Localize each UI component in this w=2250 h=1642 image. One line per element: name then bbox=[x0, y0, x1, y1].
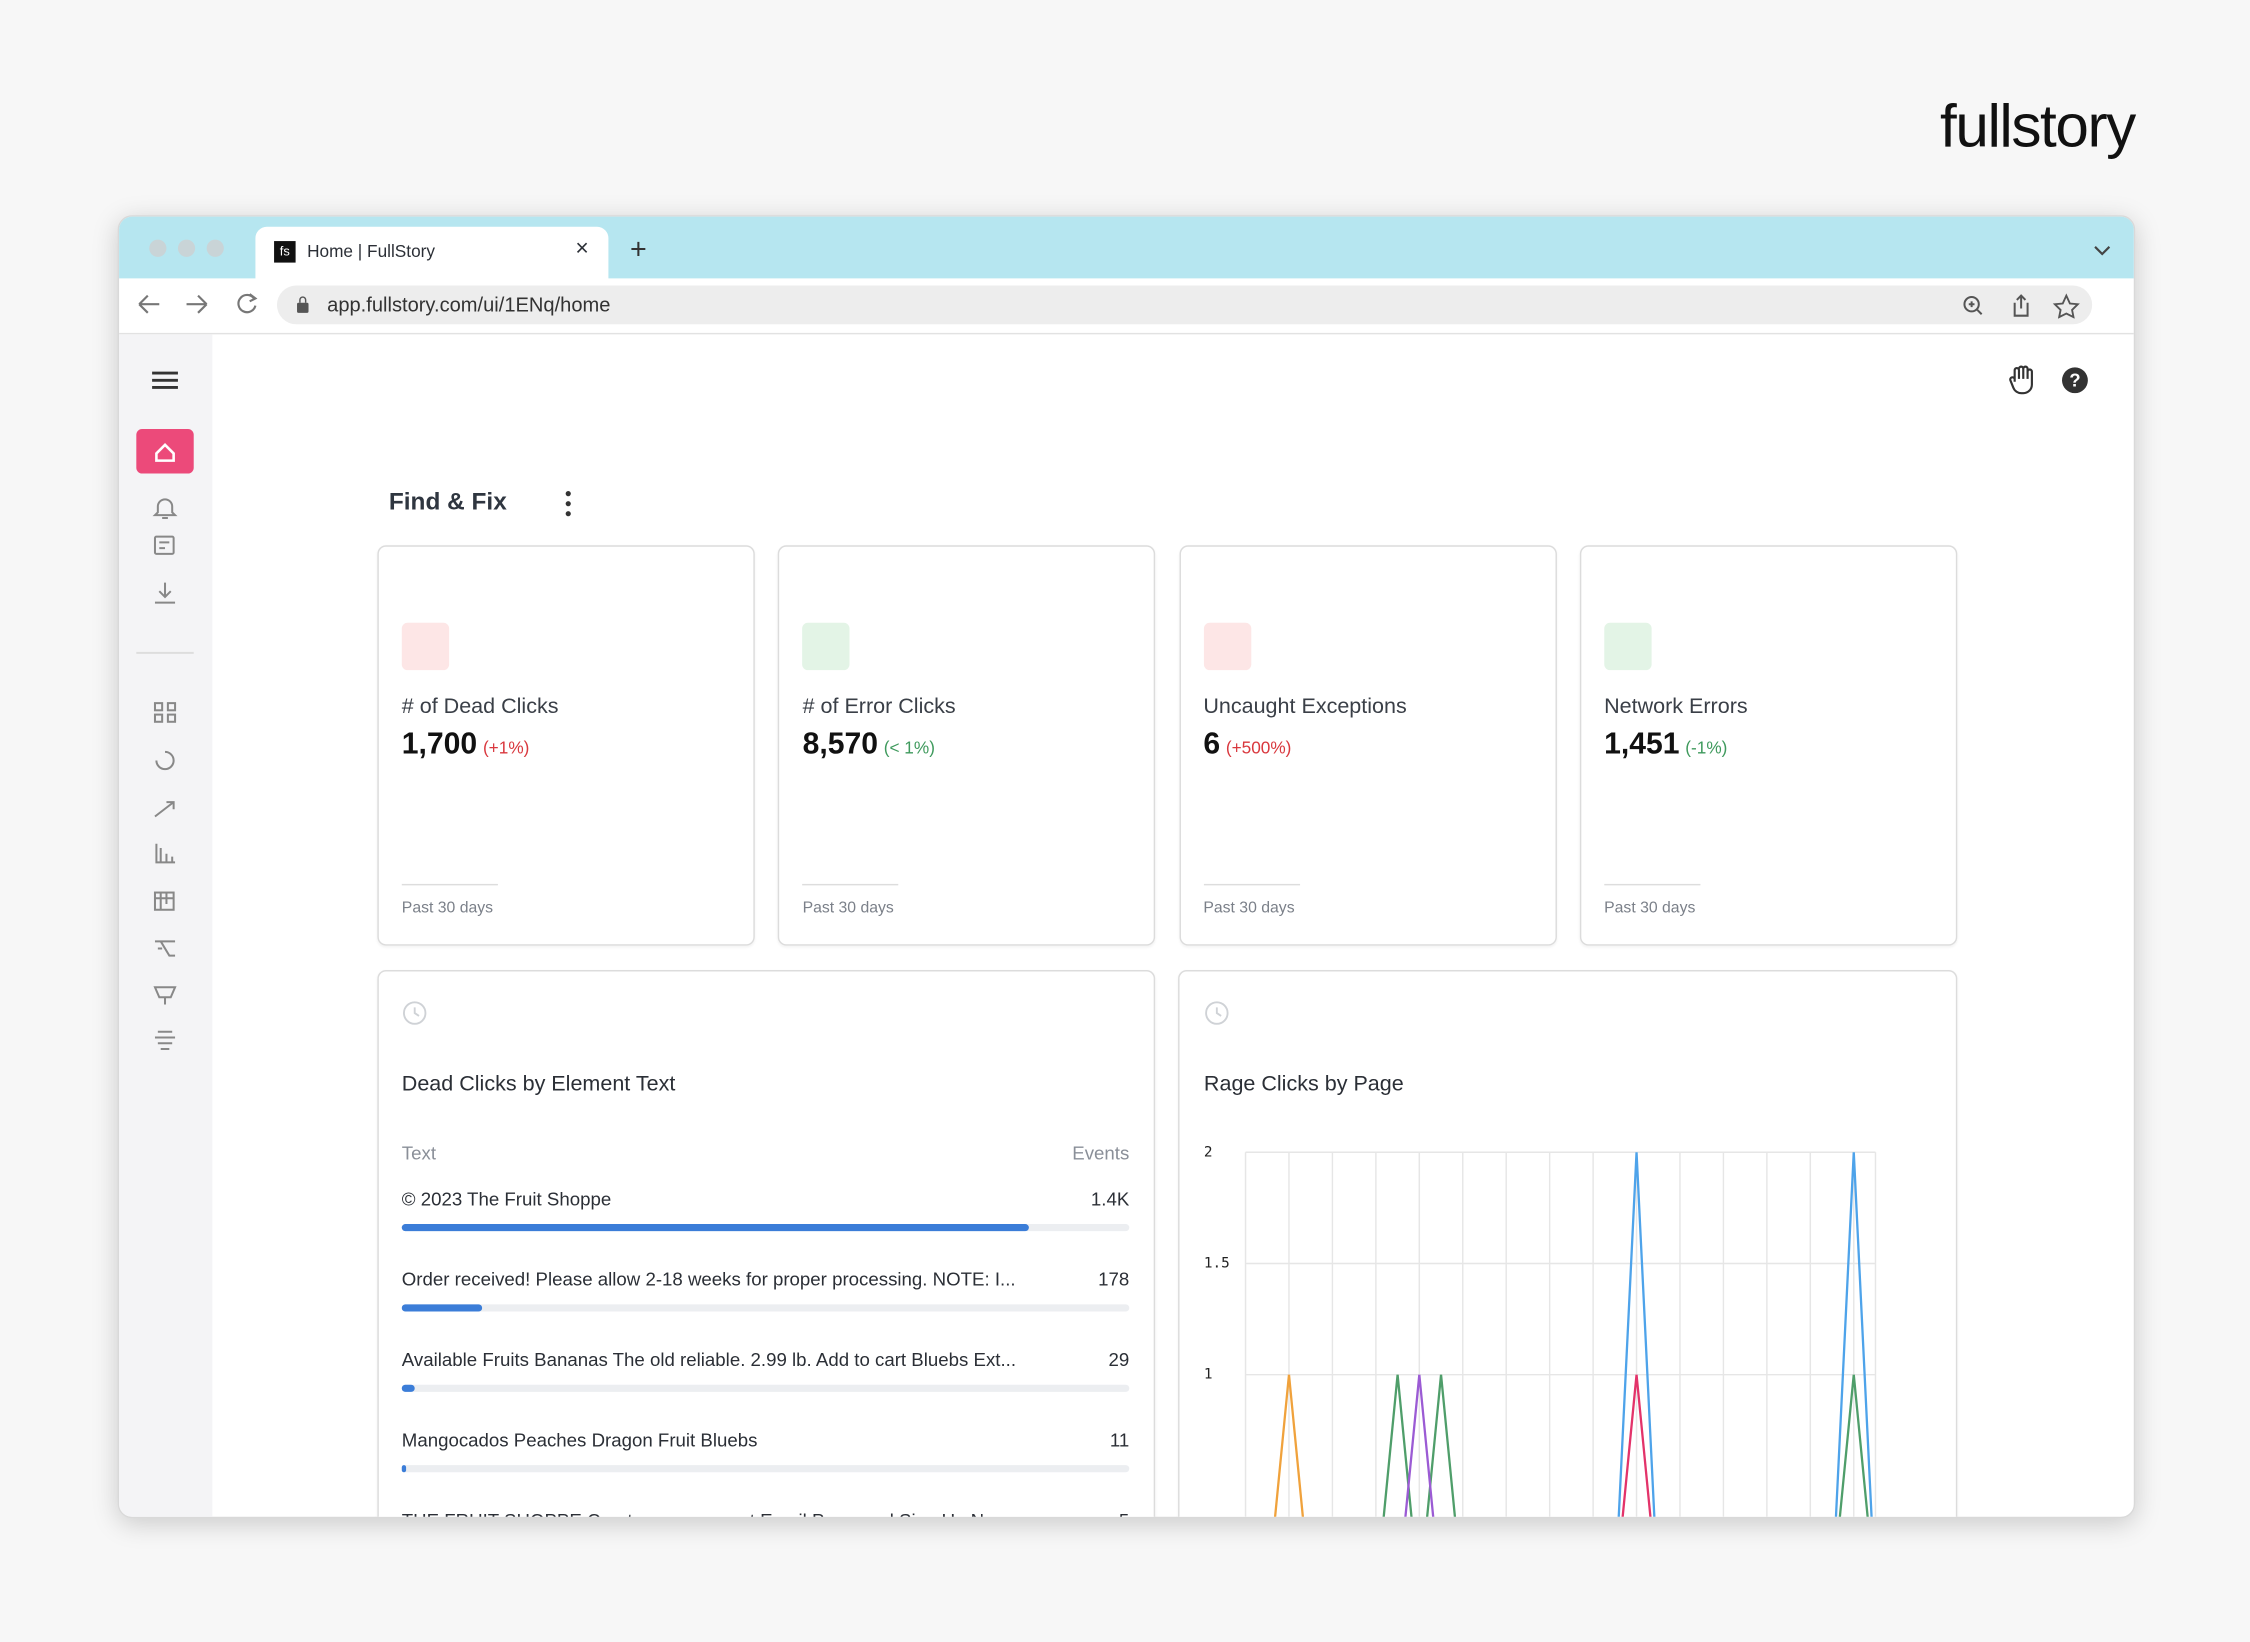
clock-icon bbox=[403, 1001, 427, 1025]
window-close[interactable] bbox=[149, 239, 167, 257]
bar-track bbox=[401, 1384, 1130, 1392]
metric-period: Past 30 days bbox=[1203, 899, 1295, 917]
metric-period: Past 30 days bbox=[401, 899, 494, 917]
metric-change: (< 1%) bbox=[883, 737, 935, 758]
window-maximize[interactable] bbox=[206, 239, 224, 257]
sidebar bbox=[119, 334, 213, 1517]
metric-label: # of Dead Clicks bbox=[401, 694, 559, 719]
series-line bbox=[1404, 1374, 1435, 1517]
tab[interactable] bbox=[255, 226, 609, 282]
lock-icon bbox=[297, 296, 309, 313]
metric-value-row: 6 (+500%) bbox=[1203, 728, 1291, 762]
y-tick-label: 2 bbox=[1204, 1144, 1213, 1160]
series-line bbox=[1617, 1152, 1873, 1517]
trend-badge bbox=[401, 622, 450, 671]
brand-logo: fullstory bbox=[1940, 91, 2136, 160]
metric-label: Network Errors bbox=[1604, 694, 1748, 719]
metric-card bbox=[377, 545, 755, 946]
chart-card bbox=[1178, 970, 1958, 1517]
nav-buttons[interactable] bbox=[135, 290, 264, 319]
row-text: Order received! Please allow 2-18 weeks … bbox=[401, 1268, 1016, 1291]
metric-value: 6 bbox=[1203, 727, 1221, 761]
new-tab[interactable]: + bbox=[629, 233, 647, 266]
metric-change: (-1%) bbox=[1685, 737, 1728, 758]
tab-title: Home | FullStory bbox=[307, 241, 435, 262]
metric-value-row: 1,451 (-1%) bbox=[1604, 728, 1727, 762]
metric-card bbox=[778, 545, 1156, 946]
bar bbox=[401, 1304, 482, 1312]
row-text: THE FRUIT SHOPPE Create your account Ema… bbox=[402, 1510, 1076, 1517]
rage-chart: 11.52 bbox=[1204, 1144, 1877, 1517]
metric-change: (+500%) bbox=[1225, 737, 1292, 758]
trend-badge bbox=[1604, 622, 1652, 671]
window-inner: fs Home | FullStory × + app.fullstory.co… bbox=[118, 216, 2134, 1517]
header-icons[interactable]: ? bbox=[2006, 363, 2092, 397]
row-events: 178 bbox=[1098, 1268, 1130, 1291]
tab-menu[interactable] bbox=[2092, 244, 2112, 258]
trend-badge bbox=[802, 622, 850, 671]
window-minimize[interactable] bbox=[177, 239, 196, 257]
table-card bbox=[377, 970, 1156, 1517]
trend-badge bbox=[1203, 622, 1251, 671]
browser-window: fs Home | FullStory × + app.fullstory.co… bbox=[117, 215, 2136, 1519]
bar bbox=[401, 1465, 407, 1473]
metric-period: Past 30 days bbox=[1604, 899, 1696, 917]
series-line bbox=[1382, 1374, 1869, 1517]
y-tick-label: 1.5 bbox=[1204, 1255, 1230, 1271]
metric-label: # of Error Clicks bbox=[802, 694, 956, 719]
tab-close[interactable]: × bbox=[575, 236, 589, 262]
metric-change: (+1%) bbox=[482, 737, 530, 758]
table-header: Text bbox=[401, 1142, 437, 1164]
metric-value: 1,700 bbox=[401, 727, 478, 761]
section-menu[interactable] bbox=[560, 488, 577, 520]
metric-label: Uncaught Exceptions bbox=[1203, 694, 1407, 719]
metric-card bbox=[1178, 545, 1557, 946]
metric-value-row: 1,700 (+1%) bbox=[402, 728, 530, 762]
divider bbox=[119, 332, 2134, 335]
chart-title: Rage Clicks by Page bbox=[1203, 1071, 1404, 1097]
row-text: Available Fruits Bananas The old reliabl… bbox=[401, 1348, 1017, 1371]
sidebar-icons[interactable] bbox=[118, 334, 213, 1080]
bar-track bbox=[401, 1304, 1130, 1312]
divider bbox=[1203, 883, 1300, 886]
clock-icon bbox=[1205, 1001, 1229, 1025]
favicon: fs bbox=[274, 241, 296, 263]
row-events: 11 bbox=[1109, 1429, 1130, 1451]
clock-hands bbox=[1215, 1007, 1222, 1017]
y-tick-label: 1 bbox=[1204, 1367, 1213, 1383]
url-actions[interactable] bbox=[1960, 293, 2081, 319]
divider bbox=[802, 883, 899, 886]
metric-value: 1,451 bbox=[1604, 727, 1680, 761]
row-text: © 2023 The Fruit Shoppe bbox=[401, 1188, 612, 1210]
table-header: Events bbox=[1072, 1142, 1130, 1164]
row-events: 5 bbox=[1004, 1510, 1129, 1517]
section-title: Find & Fix bbox=[388, 487, 507, 516]
bar-track bbox=[401, 1465, 1130, 1473]
bar bbox=[401, 1384, 415, 1392]
clock-hands bbox=[413, 1007, 420, 1017]
divider bbox=[401, 883, 498, 886]
divider bbox=[1604, 883, 1701, 886]
metric-card bbox=[1579, 545, 1958, 946]
metric-value: 8,570 bbox=[802, 727, 878, 761]
svg-text:?: ? bbox=[2069, 370, 2080, 391]
series-line bbox=[1621, 1374, 1652, 1517]
metric-period: Past 30 days bbox=[802, 899, 894, 917]
row-events: 1.4K bbox=[1090, 1188, 1130, 1210]
metric-value-row: 8,570 (< 1%) bbox=[803, 728, 935, 762]
row-events: 29 bbox=[1108, 1348, 1130, 1371]
table-title: Dead Clicks by Element Text bbox=[401, 1071, 676, 1097]
url-text: app.fullstory.com/ui/1ENq/home bbox=[327, 292, 611, 316]
bar bbox=[401, 1224, 1030, 1232]
url-bar[interactable] bbox=[276, 285, 2093, 325]
row-text: Mangocados Peaches Dragon Fruit Bluebs bbox=[401, 1429, 758, 1451]
series-line bbox=[1273, 1374, 1305, 1517]
